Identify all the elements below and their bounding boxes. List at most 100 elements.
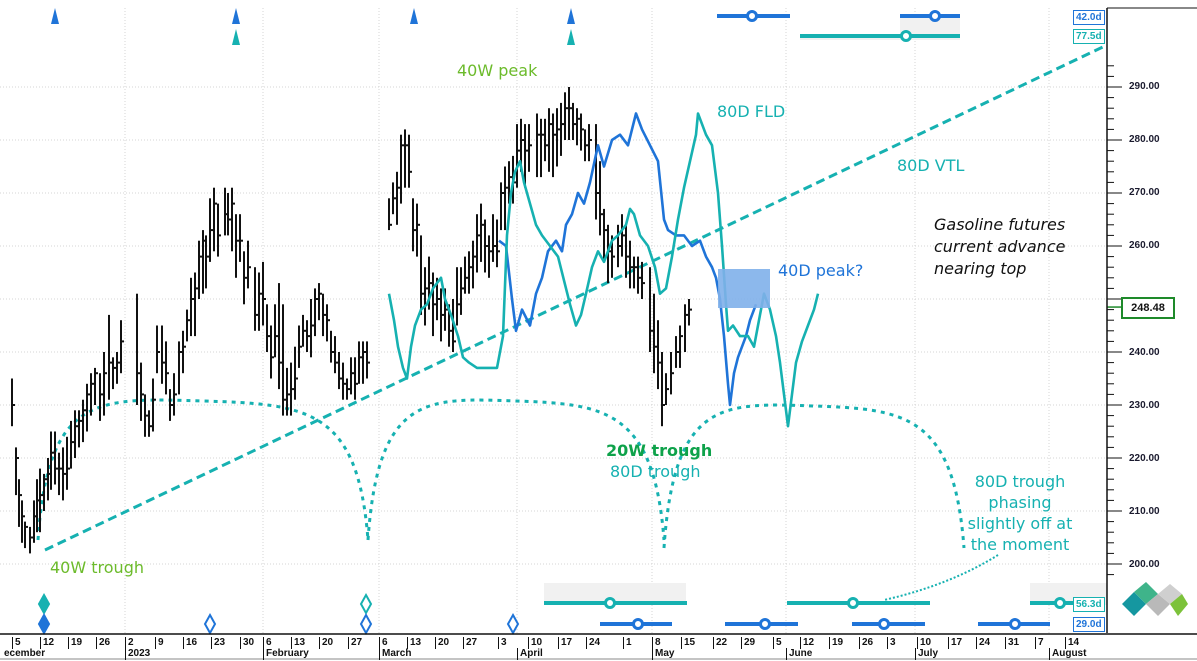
- cycle-length-29d: 29.0d: [1073, 617, 1105, 632]
- triangle-marker-icon: [232, 8, 240, 24]
- x-axis-month: June: [786, 648, 812, 660]
- x-axis-month: May: [652, 648, 674, 660]
- x-axis-month: March: [379, 648, 411, 660]
- diamond-marker-icon: [37, 612, 51, 636]
- triangle-marker-icon: [567, 29, 575, 45]
- x-axis-tick: 5: [12, 637, 21, 649]
- x-axis-tick: 27: [348, 637, 362, 649]
- x-axis-tick: 20: [435, 637, 449, 649]
- cycle-period-dot-icon: [878, 618, 890, 630]
- x-axis-tick: 16: [183, 637, 197, 649]
- x-axis-tick: 31: [1005, 637, 1019, 649]
- price-bars: [11, 87, 1121, 554]
- diamond-marker-icon: [37, 592, 51, 616]
- diamond-marker-icon: [203, 612, 217, 636]
- brand-logo: [1122, 582, 1188, 616]
- x-axis-tick: 12: [40, 637, 54, 649]
- x-axis-month: 2023: [125, 648, 150, 660]
- label-20w-trough: 20W trough: [606, 441, 713, 460]
- x-axis-tick: 13: [291, 637, 305, 649]
- x-axis-tick: 10: [917, 637, 931, 649]
- y-axis-label: 200.00: [1129, 559, 1160, 570]
- triangle-marker-icon: [51, 8, 59, 24]
- triangle-marker-icon: [232, 29, 240, 45]
- cycle-period-dot-icon: [929, 10, 941, 22]
- x-axis-tick: 20: [319, 637, 333, 649]
- cycle-arc: [36, 398, 370, 541]
- x-axis-month: July: [915, 648, 938, 660]
- cycle-period-dot-icon: [632, 618, 644, 630]
- x-axis-tick: 2: [125, 637, 134, 649]
- y-axis-label: 230.00: [1129, 400, 1160, 411]
- label-40d-peak: 40D peak?: [778, 261, 864, 280]
- x-axis-month: February: [263, 648, 309, 660]
- cycle-arc: [662, 403, 966, 549]
- label-80d-fld: 80D FLD: [717, 102, 786, 121]
- phasing-line-3: slightly off at: [967, 514, 1073, 533]
- x-axis-tick: 3: [887, 637, 896, 649]
- cycle-period-dot-icon: [1009, 618, 1021, 630]
- phasing-line-4: the moment: [970, 535, 1070, 554]
- x-axis-tick: 12: [800, 637, 814, 649]
- grid-lines: [0, 8, 1107, 633]
- x-axis-tick: 10: [528, 637, 542, 649]
- diamond-marker-icon: [359, 612, 373, 636]
- x-axis-tick: 17: [948, 637, 962, 649]
- cycle-period-dot-icon: [1054, 597, 1066, 609]
- x-axis-tick: 5: [773, 637, 782, 649]
- x-axis-month: August: [1049, 648, 1086, 660]
- fld-lines: [387, 112, 820, 428]
- y-axis-label: 210.00: [1129, 506, 1160, 517]
- phasing-line-2: phasing: [988, 493, 1052, 512]
- cycle-period-dot-icon: [759, 618, 771, 630]
- x-axis-tick: 7: [1035, 637, 1044, 649]
- cycle-arcs: [36, 398, 966, 549]
- x-axis-tick: 6: [263, 637, 272, 649]
- triangle-marker-icon: [410, 8, 418, 24]
- commentary-note: Gasoline futures current advance nearing…: [934, 214, 1065, 280]
- label-40w-trough: 40W trough: [50, 558, 144, 577]
- x-axis-tick: 26: [96, 637, 110, 649]
- triangle-marker-icon: [567, 8, 575, 24]
- x-axis-month: April: [517, 648, 543, 660]
- x-axis-tick: 27: [463, 637, 477, 649]
- x-axis-tick: 8: [652, 637, 661, 649]
- y-axis-label: 280.00: [1129, 134, 1160, 145]
- label-80d-vtl: 80D VTL: [897, 156, 965, 175]
- peak-highlight-box: [718, 269, 770, 308]
- y-axis-label: 260.00: [1129, 240, 1160, 251]
- axes: [0, 7, 1197, 660]
- projection-shade: [544, 583, 686, 605]
- x-axis-tick: 22: [713, 637, 727, 649]
- cycle-period-dot-icon: [604, 597, 616, 609]
- x-axis-tick: 26: [859, 637, 873, 649]
- y-axis-label: 220.00: [1129, 453, 1160, 464]
- x-axis-tick: 1: [623, 637, 632, 649]
- label-80d-trough: 80D trough: [610, 462, 701, 481]
- commentary-line-2: current advance: [934, 237, 1066, 256]
- cycle-arc: [366, 398, 666, 541]
- cycle-period-dot-icon: [746, 10, 758, 22]
- x-axis-tick: 23: [211, 637, 225, 649]
- cycle-period-dot-icon: [900, 30, 912, 42]
- phasing-arrow: [883, 554, 999, 601]
- x-axis-tick: 3: [498, 637, 507, 649]
- x-axis-tick: 24: [976, 637, 990, 649]
- x-axis-tick: 19: [829, 637, 843, 649]
- x-axis-tick: 14: [1065, 637, 1079, 649]
- y-axis-label: 290.00: [1129, 81, 1160, 92]
- cycle-period-dot-icon: [847, 597, 859, 609]
- phasing-line-1: 80D trough: [974, 472, 1066, 491]
- cycle-length-56d: 56.3d: [1073, 597, 1105, 612]
- y-axis-label: 270.00: [1129, 187, 1160, 198]
- x-axis-tick: 13: [407, 637, 421, 649]
- cycle-length-77d: 77.5d: [1073, 29, 1105, 44]
- cycle-markers: [37, 8, 1073, 636]
- 80d-fld-line: [387, 112, 820, 428]
- diamond-marker-icon: [359, 592, 373, 616]
- diamond-marker-icon: [506, 612, 520, 636]
- x-axis-tick: 15: [681, 637, 695, 649]
- x-axis-tick: 24: [586, 637, 600, 649]
- y-axis-label: 240.00: [1129, 347, 1160, 358]
- x-axis-tick: 19: [68, 637, 82, 649]
